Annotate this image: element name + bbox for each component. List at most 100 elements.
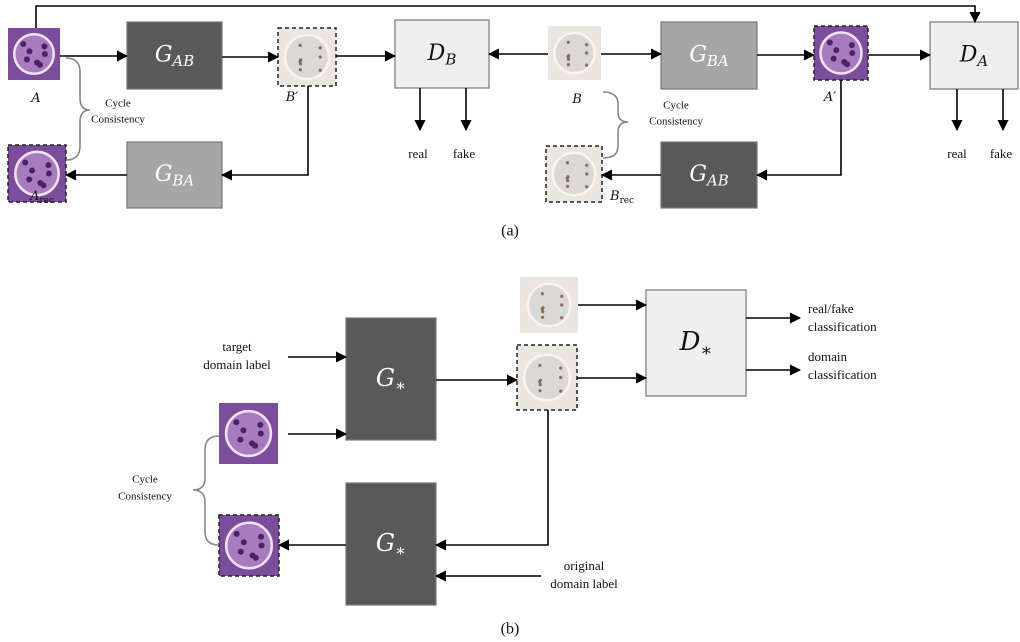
cycle-label: Consistency (649, 116, 703, 128)
symbol-sub: B (444, 51, 456, 69)
block (660, 21, 758, 90)
symbol-label: DB (427, 41, 457, 69)
symbol-label: GAB (155, 43, 194, 71)
symbol-label: GBA (689, 43, 729, 71)
cell (298, 59, 302, 63)
cell (566, 40, 570, 44)
tissue-image (548, 26, 601, 80)
symbol-label: Arec (29, 189, 54, 206)
cell (538, 380, 542, 384)
cell (318, 46, 322, 50)
cell (26, 176, 33, 183)
block (126, 141, 223, 209)
caption: (b) (501, 621, 520, 638)
symbol-main: B (571, 92, 582, 107)
output-label: classification (808, 367, 877, 382)
symbol-sub: BA (706, 52, 729, 70)
glomerulus (819, 31, 863, 75)
output-label: domain (808, 349, 847, 364)
cell (233, 530, 240, 537)
symbol-sub: ∗ (700, 341, 712, 361)
tissue-image (218, 514, 280, 577)
cell (849, 50, 856, 56)
cell (566, 178, 570, 183)
caption: (a) (501, 223, 519, 240)
cell (584, 51, 589, 55)
cell (538, 363, 542, 368)
cell (45, 162, 52, 169)
block (345, 482, 437, 606)
cell (540, 307, 544, 311)
cycle-label: Cycle (105, 98, 131, 110)
symbol-label: B (571, 92, 582, 107)
cell (538, 382, 542, 387)
symbol-label: A′ (823, 90, 836, 105)
input-label: domain label (203, 357, 271, 372)
cell (41, 43, 48, 50)
cell (257, 430, 264, 437)
symbol-sub: AB (705, 172, 729, 190)
block (660, 141, 758, 209)
cell (584, 63, 589, 67)
symbol-sub: ∗ (395, 376, 406, 395)
tissue-image (545, 145, 603, 203)
symbol-sub: A (975, 52, 988, 70)
cell (559, 366, 563, 370)
symbol-sub: BA (171, 172, 194, 190)
cell (298, 62, 303, 66)
cell (248, 440, 255, 447)
output-label: classification (808, 319, 877, 334)
symbol-label: G∗ (376, 364, 406, 395)
symbol-main: G (376, 364, 395, 392)
tissue-image (516, 344, 578, 411)
cell (45, 170, 52, 177)
cell (20, 40, 27, 47)
brace (65, 57, 91, 161)
input-label: original (564, 558, 605, 573)
symbol-label: Brec (609, 189, 634, 206)
output-label: fake (453, 146, 476, 161)
cell (240, 427, 247, 434)
glomerulus (553, 31, 596, 75)
cell (848, 42, 855, 49)
cell (565, 184, 570, 188)
cell (318, 55, 322, 59)
brace (602, 91, 629, 159)
block (345, 317, 437, 441)
symbol-main: B (609, 189, 620, 204)
symbol-main: B′ (285, 90, 299, 105)
symbol-label: GAB (689, 162, 728, 190)
cell (22, 159, 29, 166)
symbol-main: A (29, 189, 39, 204)
glomerulus (551, 151, 597, 197)
symbol-sub: rec (620, 195, 634, 205)
cell (237, 548, 244, 555)
output-label: real (408, 146, 428, 161)
symbol-main: A (30, 91, 40, 106)
cell (540, 315, 545, 319)
cell (298, 68, 302, 72)
glomerulus (522, 353, 572, 402)
cell (559, 375, 563, 380)
cell (538, 389, 542, 393)
cell (584, 43, 589, 47)
cycle-label: Consistency (118, 491, 172, 503)
cell (585, 185, 589, 189)
cell (37, 180, 44, 187)
tissue-image (277, 27, 337, 87)
cell (565, 176, 569, 180)
glomerulus (224, 409, 273, 458)
symbol-label: D∗ (679, 327, 713, 361)
symbol-label: GBA (155, 162, 195, 190)
output-label: real/fake (808, 301, 854, 316)
cell (560, 294, 564, 298)
cell (29, 167, 36, 174)
arrow (35, 5, 981, 28)
tissue-image (520, 277, 578, 333)
symbol-main: A′ (823, 90, 836, 105)
cell (41, 51, 48, 57)
cell (237, 436, 244, 443)
block (645, 289, 747, 397)
cell (318, 68, 322, 72)
symbol-main: G (155, 162, 173, 187)
